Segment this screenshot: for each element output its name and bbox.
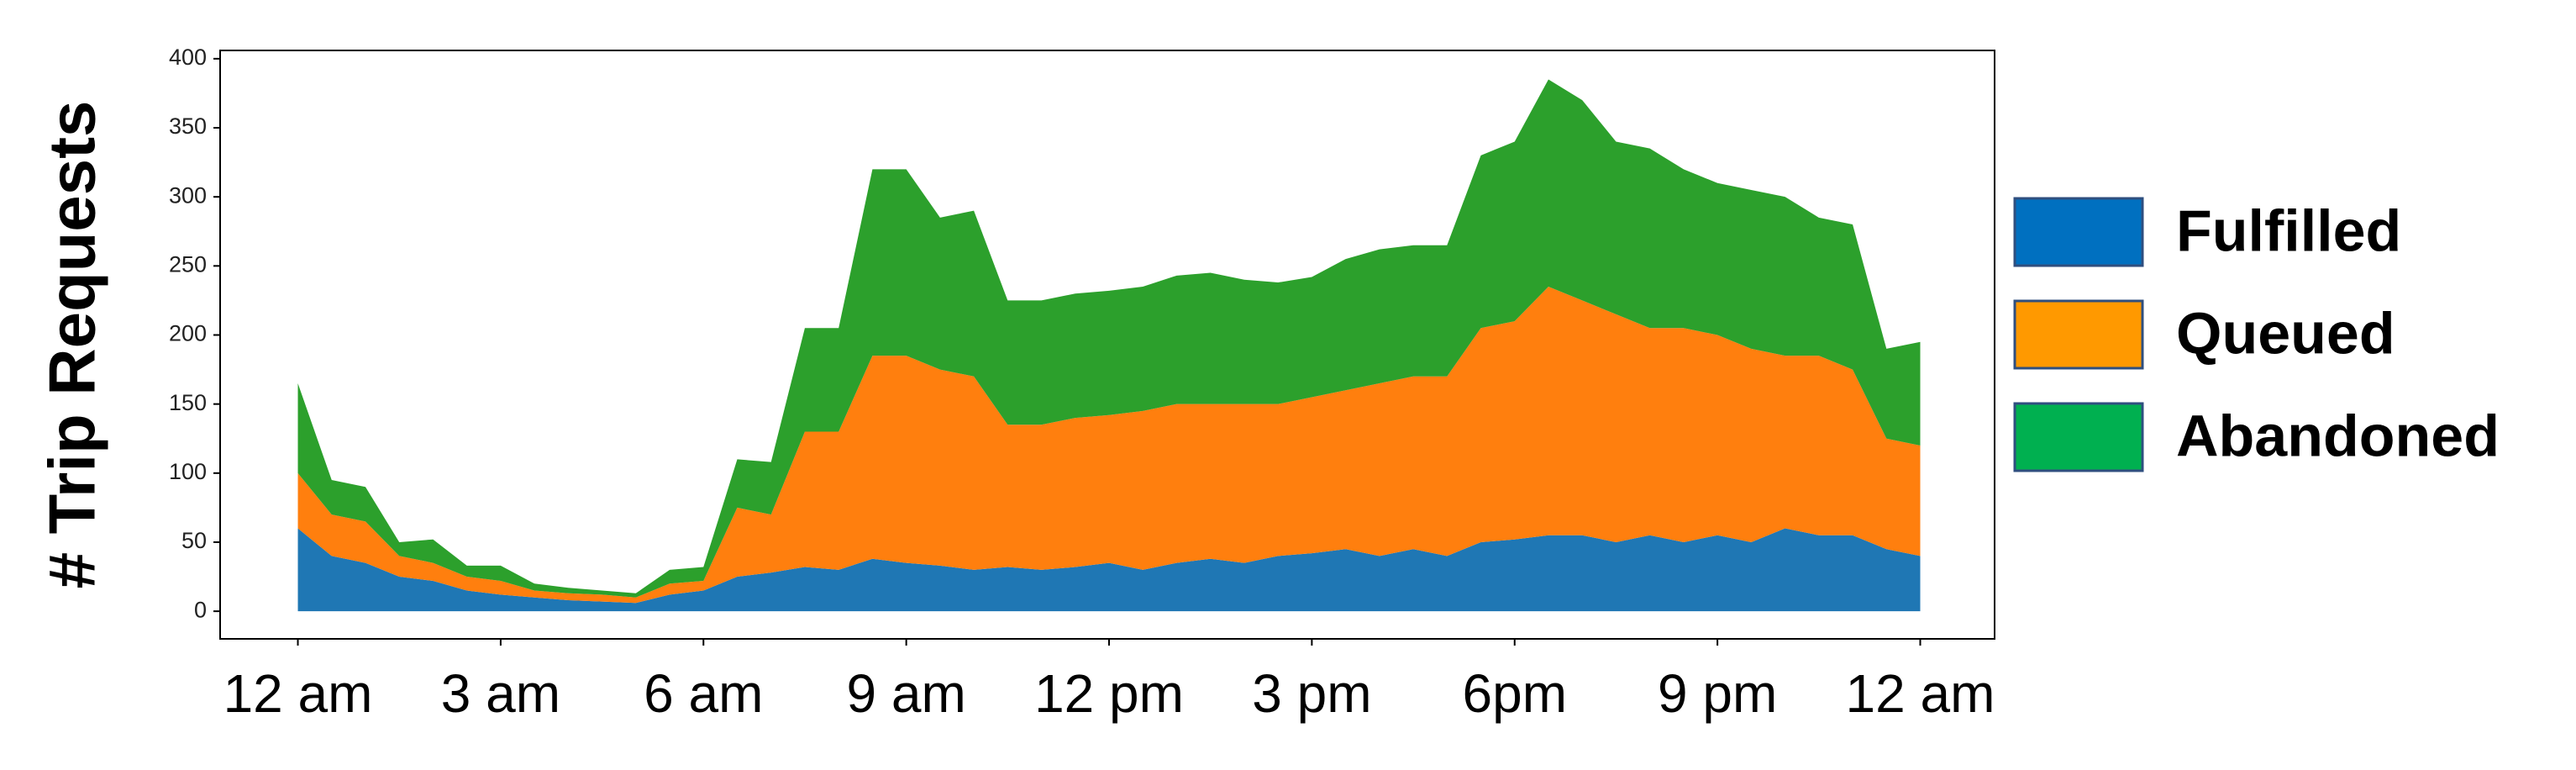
y-tick-label: 250: [169, 251, 207, 277]
area: [297, 79, 1921, 598]
legend-swatch: [2013, 197, 2144, 267]
x-tick-label: 6 am: [644, 663, 763, 724]
plot-frame: [219, 50, 1995, 640]
legend-label: Abandoned: [2176, 403, 2500, 468]
legend-swatch: [2013, 402, 2144, 472]
y-tick-label: 150: [169, 390, 207, 415]
x-tick-label: 3 pm: [1252, 663, 1371, 724]
x-tick-label: 12 pm: [1034, 663, 1184, 724]
x-tick-label: 3 am: [441, 663, 560, 724]
y-axis-label: # Trip Requests: [35, 101, 109, 589]
legend-label: Queued: [2176, 300, 2395, 366]
legend-label: Fulfilled: [2176, 198, 2401, 263]
x-tick-label: 12 am: [223, 663, 373, 724]
legend-swatch: [2013, 299, 2144, 370]
y-tick-label: 200: [169, 321, 207, 346]
y-tick-label: 100: [169, 459, 207, 484]
x-tick-label: 9 pm: [1658, 663, 1777, 724]
x-tick-label: 9 am: [846, 663, 965, 724]
y-tick-label: 0: [194, 597, 207, 622]
y-tick-label: 300: [169, 182, 207, 208]
x-tick-label: 12 am: [1846, 663, 1995, 724]
y-tick-label: 50: [181, 528, 207, 553]
y-tick-label: 400: [169, 45, 207, 70]
y-tick-label: 350: [169, 113, 207, 139]
area: [297, 286, 1921, 604]
x-tick-label: 6pm: [1463, 663, 1568, 724]
